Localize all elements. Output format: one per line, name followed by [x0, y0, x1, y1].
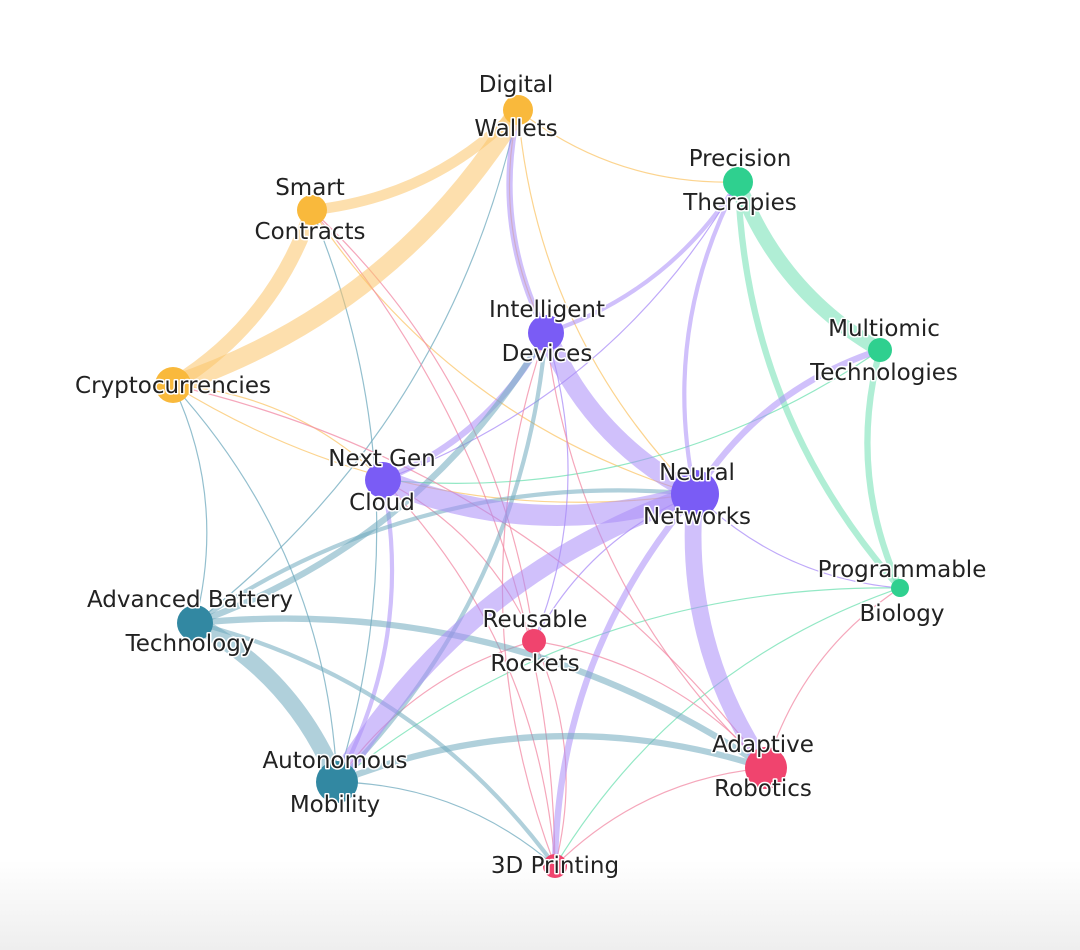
node-precision_therapies[interactable] [723, 167, 753, 197]
node-label-line-digital_wallets-0: Digital [479, 72, 554, 98]
edge-multiomic_technologies-programmable_biology [864, 346, 904, 592]
node-label-line-neural_networks-1: Networks [643, 504, 751, 530]
node-label-next_gen_cloud: Next Gen Cloud [328, 446, 435, 516]
node-label-line-smart_contracts-0: Smart [275, 175, 345, 201]
node-neural_networks[interactable] [671, 470, 719, 518]
node-label-line-adaptive_robotics-1: Robotics [714, 776, 812, 802]
edge-next_gen_cloud-neural_networks [372, 469, 706, 526]
node-digital_wallets[interactable] [503, 95, 533, 125]
edge-smart_contracts-neural_networks [311, 209, 696, 495]
edge-intelligent_devices-precision_therapies [543, 179, 741, 336]
node-label-multiomic_technologies: Multiomic Technologies [809, 316, 958, 386]
node-adaptive_robotics[interactable] [745, 747, 787, 789]
node-label-line-multiomic_technologies-1: Technologies [809, 360, 958, 386]
edge-programmable_biology-autonomous_mobility [336, 587, 901, 783]
edge-precision_therapies-multiomic_technologies [730, 174, 888, 358]
node-label-advanced_battery_technology: Advanced Battery Technology [87, 587, 293, 657]
node-label-line-intelligent_devices-0: Intelligent [489, 297, 605, 323]
node-label-line-next_gen_cloud-1: Cloud [349, 490, 415, 516]
edge-next_gen_cloud-precision_therapies [382, 181, 739, 481]
edge-autonomous_mobility-3d_printing [336, 781, 556, 867]
node-label-line-reusable_rockets-0: Reusable [483, 607, 588, 633]
edge-reusable_rockets-smart_contracts [311, 209, 535, 642]
edge-3d_printing-next_gen_cloud [382, 479, 556, 867]
edge-advanced_battery_technology-autonomous_mobility [186, 614, 346, 791]
edge-adaptive_robotics-programmable_biology [765, 587, 901, 769]
node-label-line-intelligent_devices-1: Devices [502, 341, 593, 367]
node-label-line-programmable_biology-1: Biology [860, 601, 945, 627]
labels-layer: Digital Wallets Smart Contracts Cryptocurren… [74, 71, 988, 881]
edge-adaptive_robotics-intelligent_devices [545, 332, 767, 769]
edge-digital_wallets-cryptocurrencies [163, 100, 528, 395]
node-label-reusable_rockets: Reusable Rockets [483, 607, 588, 677]
node-label-line-precision_therapies-1: Therapies [682, 190, 796, 216]
node-label-adaptive_robotics: Adaptive Robotics [712, 732, 814, 802]
node-label-digital_wallets: Digital Wallets [474, 72, 557, 142]
node-programmable_biology[interactable] [891, 579, 909, 597]
node-advanced_battery_technology[interactable] [177, 605, 213, 641]
node-label-line-advanced_battery_technology-1: Technology [125, 631, 255, 657]
node-label-line-programmable_biology-0: Programmable [818, 557, 987, 583]
node-label-precision_therapies: Precision Therapies [682, 146, 796, 216]
edge-digital_wallets-neural_networks [517, 109, 696, 495]
edge-advanced_battery_technology-cryptocurrencies [172, 384, 208, 624]
edge-adaptive_robotics-3d_printing [554, 767, 767, 867]
node-3d_printing[interactable] [543, 854, 567, 878]
node-label-line-next_gen_cloud-0: Next Gen [328, 446, 435, 472]
node-label-line-autonomous_mobility-1: Mobility [290, 792, 380, 818]
edges-layer [163, 100, 904, 870]
node-label-line-reusable_rockets-1: Rockets [490, 651, 579, 677]
edge-advanced_battery_technology-neural_networks [192, 488, 698, 626]
node-label-line-cryptocurrencies-0: Cryptocurrencies [75, 373, 271, 399]
edge-advanced_battery_technology-intelligent_devices [191, 329, 550, 627]
node-smart_contracts[interactable] [297, 195, 327, 225]
node-next_gen_cloud[interactable] [365, 462, 401, 498]
node-label-programmable_biology: Programmable Biology [818, 557, 987, 627]
edge-advanced_battery_technology-digital_wallets [194, 109, 519, 624]
edge-neural_networks-multiomic_technologies [691, 346, 884, 498]
node-autonomous_mobility[interactable] [316, 761, 358, 803]
edge-intelligent_devices-digital_wallets [506, 106, 550, 337]
edge-neural_networks-adaptive_robotics [684, 485, 775, 777]
edge-autonomous_mobility-intelligent_devices [334, 330, 549, 785]
node-label-cryptocurrencies: Cryptocurrencies [75, 373, 271, 399]
node-cryptocurrencies[interactable] [155, 367, 191, 403]
edge-autonomous_mobility-adaptive_robotics [333, 732, 770, 786]
node-label-line-adaptive_robotics-0: Adaptive [712, 732, 814, 758]
node-label-smart_contracts: Smart Contracts [255, 175, 366, 245]
node-label-line-neural_networks-0: Neural [659, 460, 735, 486]
edge-neural_networks-programmable_biology [694, 493, 901, 589]
edge-digital_wallets-precision_therapies [517, 109, 739, 183]
edge-cryptocurrencies-next_gen_cloud [172, 384, 384, 481]
edge-advanced_battery_technology-adaptive_robotics [191, 615, 770, 772]
edge-intelligent_devices-neural_networks [536, 323, 705, 504]
node-label-line-advanced_battery_technology-0: Advanced Battery [87, 587, 293, 613]
node-label-3d_printing: 3D Printing [491, 853, 619, 879]
node-label-intelligent_devices: Intelligent Devices [489, 297, 605, 367]
node-multiomic_technologies[interactable] [868, 338, 892, 362]
node-label-line-3d_printing-0: 3D Printing [491, 853, 619, 879]
node-label-line-multiomic_technologies-0: Multiomic [828, 316, 940, 342]
edge-neural_networks-3d_printing [551, 490, 699, 870]
nodes-layer [155, 95, 909, 878]
node-label-line-digital_wallets-1: Wallets [474, 116, 557, 142]
node-reusable_rockets[interactable] [522, 629, 546, 653]
node-intelligent_devices[interactable] [528, 315, 564, 351]
node-label-line-precision_therapies-0: Precision [689, 146, 792, 172]
node-label-line-smart_contracts-1: Contracts [255, 219, 366, 245]
node-label-line-autonomous_mobility-0: Autonomous [262, 748, 407, 774]
edge-programmable_biology-3d_printing [554, 587, 901, 867]
edge-neural_networks-precision_therapies [682, 179, 741, 497]
node-label-autonomous_mobility: Autonomous Mobility [262, 748, 407, 818]
node-label-neural_networks: Neural Networks [643, 460, 751, 530]
